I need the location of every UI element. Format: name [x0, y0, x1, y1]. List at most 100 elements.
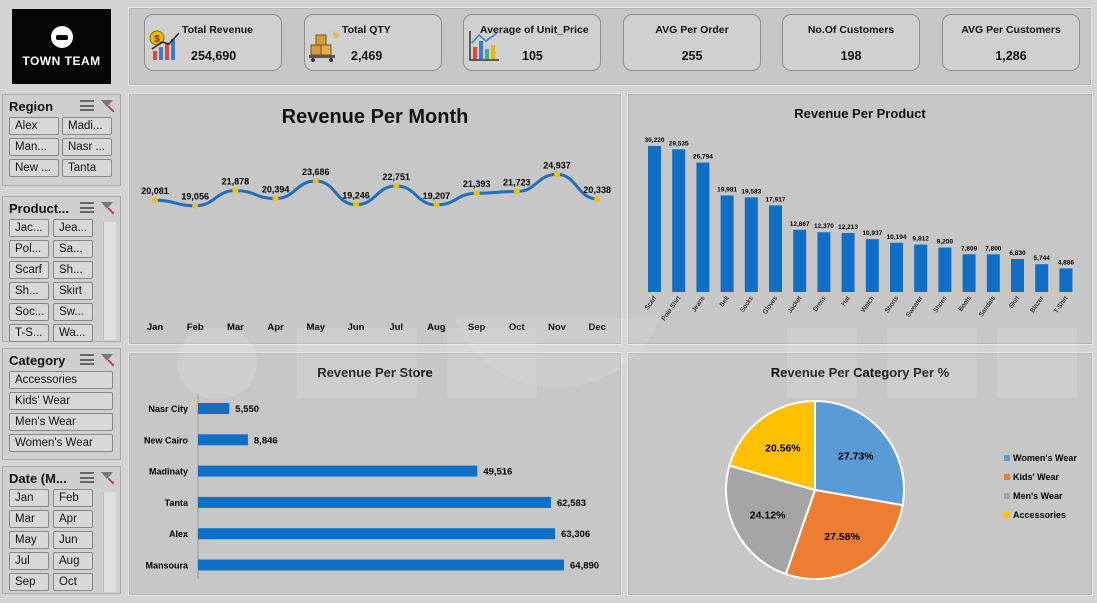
slicer-item[interactable]: Sa...: [53, 240, 93, 258]
slicer-item[interactable]: Sh...: [9, 282, 49, 300]
slicer-item[interactable]: Jea...: [53, 219, 93, 237]
slicer-item[interactable]: Sh...: [53, 261, 93, 279]
multi-select-icon[interactable]: [80, 472, 94, 483]
bar: [198, 465, 478, 477]
region-slicer-header: Region: [3, 95, 120, 117]
slicer-item[interactable]: Jun: [53, 531, 93, 549]
data-label: 19,246: [342, 191, 370, 201]
kpi-label: AVG Per Customers: [961, 24, 1061, 36]
y-tick-label: Nasr City: [148, 404, 188, 414]
bar: [1011, 259, 1024, 292]
slicer-item[interactable]: Jan: [9, 489, 49, 507]
slicer-item[interactable]: Skirt: [53, 282, 93, 300]
product-slicer-scrollbar[interactable]: [103, 222, 116, 340]
slicer-item[interactable]: Alex: [9, 117, 59, 135]
data-label: 17,917: [766, 196, 786, 203]
kpi-value: 105: [522, 49, 543, 63]
multi-select-icon[interactable]: [80, 100, 94, 111]
slicer-item[interactable]: Women's Wear: [9, 434, 113, 452]
revenue-per-store-panel: Revenue Per Store Nasr City 5,550 New Cair…: [128, 352, 622, 596]
slicer-item[interactable]: T-S...: [9, 324, 49, 342]
revenue-per-month-chart: 20,081 Jan 19,056 Feb 21,878 Mar 20,394 Apr 23,6…: [141, 160, 611, 333]
data-label: 4,886: [1058, 259, 1075, 266]
pie-slice: [784, 488, 904, 580]
clear-filter-icon[interactable]: [100, 471, 114, 484]
slicer-item[interactable]: Kids' Wear: [9, 392, 113, 410]
kpi-value: 255: [681, 49, 703, 63]
x-tick-label: Dec: [588, 322, 605, 333]
slicer-item[interactable]: Oct: [53, 573, 93, 591]
multi-select-icon[interactable]: [80, 202, 94, 213]
slicer-item[interactable]: Madi...: [62, 117, 112, 135]
data-point: [433, 201, 440, 208]
data-point: [513, 188, 520, 195]
revenue-per-store-chart: Nasr City 5,550 New Cairo 8,846 Madinaty 49,5…: [144, 393, 599, 579]
x-tick-label: Shorts: [884, 295, 901, 315]
data-label: 30,220: [645, 137, 665, 144]
slicer-item[interactable]: Mar: [9, 510, 49, 528]
slicer-item[interactable]: Pol...: [9, 240, 49, 258]
slicer-item[interactable]: Jul: [9, 552, 49, 570]
kpi-total-revenue: $ Total Revenue 254,690: [144, 14, 282, 71]
slicer-item[interactable]: Jac...: [9, 219, 49, 237]
slice-label: 20.56%: [765, 442, 801, 454]
slicer-item[interactable]: Nasr ...: [62, 138, 112, 156]
data-point: [272, 195, 279, 202]
multi-select-icon[interactable]: [80, 354, 94, 365]
x-tick-label: Blazer: [1029, 294, 1046, 314]
data-point: [312, 178, 319, 185]
clear-filter-icon[interactable]: [100, 99, 114, 112]
x-tick-label: Dress: [812, 295, 828, 314]
slicer-item[interactable]: Apr: [53, 510, 93, 528]
data-point: [594, 195, 601, 202]
data-label: 21,878: [222, 177, 250, 187]
date-slicer-header: Date (M...: [3, 467, 120, 489]
legend-label: Kids' Wear: [1013, 472, 1059, 482]
kpi-value: 254,690: [191, 49, 237, 63]
slice-label: 27.73%: [838, 451, 874, 463]
slicer-item[interactable]: New ...: [9, 159, 59, 177]
bar: [198, 559, 564, 571]
slicer-item[interactable]: Soc...: [9, 303, 49, 321]
legend-swatch: [1004, 512, 1010, 518]
slicer-item[interactable]: Aug: [53, 552, 93, 570]
x-tick-label: Watch: [860, 295, 876, 314]
data-label: 63,306: [561, 529, 590, 540]
data-label: 19,981: [717, 186, 737, 193]
slicer-item[interactable]: Scarf: [9, 261, 49, 279]
bar: [198, 403, 230, 414]
bar: [841, 232, 855, 292]
kpi-avg-per-customers: AVG Per Customers 1,286: [942, 14, 1080, 71]
slicer-item[interactable]: Man...: [9, 138, 59, 156]
slicer-item[interactable]: May: [9, 531, 49, 549]
x-tick-label: Scarf: [644, 295, 659, 312]
bar: [720, 195, 734, 292]
chart-title: Revenue Per Store: [317, 365, 433, 380]
data-point: [353, 201, 359, 208]
bar: [769, 205, 782, 292]
x-tick-label: T-Shirt: [1053, 295, 1070, 315]
slicer-item[interactable]: Tanta: [62, 159, 112, 177]
data-label: 20,081: [141, 186, 169, 196]
kpi-value: 198: [840, 49, 862, 63]
date-slicer: Date (M... Jan Feb Mar Apr May Jun Jul Aug Sep Oc…: [2, 466, 121, 594]
slicer-item[interactable]: Wa...: [53, 324, 93, 342]
money-chart-icon: $: [149, 30, 180, 60]
y-tick-label: Alex: [169, 529, 188, 539]
slicer-item[interactable]: Men's Wear: [9, 413, 113, 431]
clear-filter-icon[interactable]: [100, 201, 114, 214]
date-slicer-scrollbar[interactable]: [103, 492, 116, 592]
category-slicer-title: Category: [9, 352, 66, 368]
bar: [696, 162, 710, 292]
legend-label: Women's Wear: [1013, 453, 1077, 463]
slicer-item[interactable]: Accessories: [9, 371, 113, 389]
slicer-item[interactable]: Sep: [9, 573, 49, 591]
slicer-item[interactable]: Feb: [53, 489, 93, 507]
slicer-item[interactable]: Sw...: [53, 303, 93, 321]
logo-text: TOWN TEAM: [22, 53, 101, 68]
pie-slice: [728, 399, 816, 492]
x-tick-label: Jeans: [691, 295, 707, 314]
clear-filter-icon[interactable]: [100, 353, 114, 366]
legend-swatch: [1004, 474, 1010, 480]
data-label: 62,583: [557, 498, 586, 509]
